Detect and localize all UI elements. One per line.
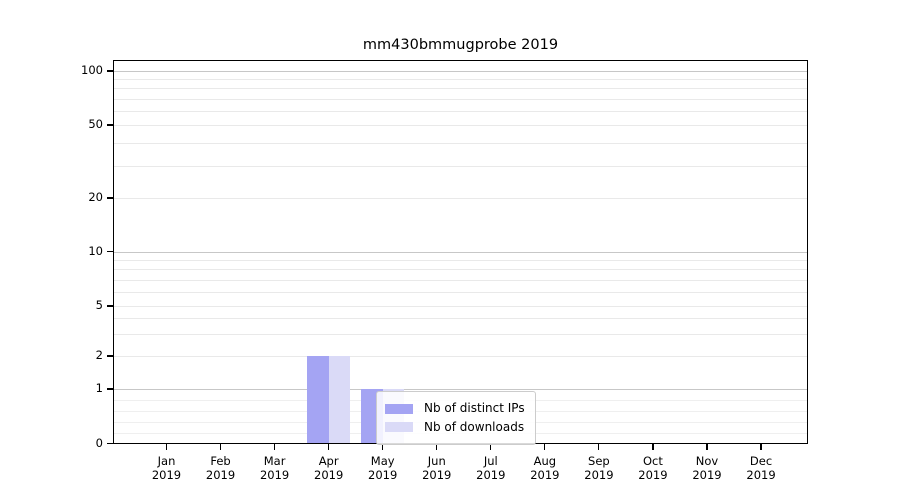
x-tick-year: 2019 xyxy=(205,467,236,482)
x-tick-label: Jul 2019 xyxy=(463,454,519,482)
bars-layer xyxy=(113,60,808,444)
y-tick-mark xyxy=(107,250,113,253)
x-tick-mark xyxy=(328,443,330,450)
y-tick-label: 100 xyxy=(81,63,103,77)
x-tick-label: May 2019 xyxy=(355,454,411,482)
y-tick-label: 5 xyxy=(95,298,103,312)
x-tick-month: Feb xyxy=(210,453,231,468)
legend-color-swatch xyxy=(385,403,413,414)
x-tick-month: Dec xyxy=(749,453,773,468)
x-tick-mark xyxy=(219,443,222,450)
x-tick-month: Nov xyxy=(695,453,719,468)
y-tick-label: 2 xyxy=(95,348,103,362)
legend: Nb of distinct IPs Nb of downloads xyxy=(376,391,536,446)
x-tick-label: Mar 2019 xyxy=(247,454,303,482)
x-tick-year: 2019 xyxy=(692,467,722,482)
y-tick-mark xyxy=(107,355,113,357)
x-tick-label: Aug 2019 xyxy=(517,454,573,482)
gridline-major xyxy=(113,389,808,390)
legend-color-swatch xyxy=(385,422,413,433)
y-tick-label: 10 xyxy=(88,243,103,258)
x-tick-label: Sep 2019 xyxy=(571,454,627,482)
x-tick-label: Oct 2019 xyxy=(625,454,681,482)
y-tick-label: 0 xyxy=(95,435,103,450)
x-tick-year: 2019 xyxy=(584,467,614,482)
x-tick-year: 2019 xyxy=(314,467,344,482)
plot-area xyxy=(113,60,808,444)
x-tick-year: 2019 xyxy=(530,467,560,482)
x-tick-mark xyxy=(165,443,168,450)
y-tick-mark xyxy=(107,305,113,307)
y-tick-mark xyxy=(107,388,113,390)
bar-downloads xyxy=(328,356,351,444)
gridline-minor xyxy=(113,318,808,320)
legend-label: Nb of downloads xyxy=(424,419,525,434)
x-tick-month: Jul xyxy=(483,453,498,468)
x-tick-mark xyxy=(760,443,762,450)
y-tick-mark xyxy=(107,124,113,126)
x-tick-year: 2019 xyxy=(746,467,776,482)
x-tick-month: Aug xyxy=(533,453,557,468)
gridline-minor xyxy=(113,98,808,100)
gridline-minor xyxy=(113,142,808,144)
y-tick-label: 1 xyxy=(95,381,103,395)
gridline-minor xyxy=(113,291,808,293)
y-tick-mark xyxy=(107,70,113,72)
x-tick-label: Dec 2019 xyxy=(733,454,789,482)
x-tick-month: May xyxy=(370,453,395,468)
x-tick-year: 2019 xyxy=(368,467,398,482)
y-tick-label: 20 xyxy=(88,190,103,204)
x-tick-mark xyxy=(706,443,708,450)
x-tick-mark xyxy=(544,443,546,450)
bar-distinct-ips xyxy=(307,356,329,444)
x-tick-label: Jun 2019 xyxy=(409,454,465,482)
y-tick-mark xyxy=(107,197,113,199)
x-tick-mark xyxy=(598,443,600,450)
x-tick-label: Feb 2019 xyxy=(193,454,249,482)
x-tick-mark xyxy=(490,443,492,450)
gridline-minor xyxy=(113,259,808,261)
gridline-major xyxy=(113,251,808,253)
legend-item: Nb of downloads xyxy=(385,420,525,436)
gridline-minor xyxy=(113,125,808,126)
x-tick-month: Oct xyxy=(642,453,663,468)
gridline-minor xyxy=(113,110,808,112)
gridline-minor xyxy=(113,306,808,307)
gridline-minor xyxy=(113,269,808,271)
x-tick-label: Nov 2019 xyxy=(679,454,735,482)
x-tick-mark xyxy=(382,443,384,450)
x-tick-month: Jun xyxy=(427,453,446,468)
x-tick-month: Jan xyxy=(157,453,176,468)
gridline-minor xyxy=(113,198,808,199)
x-tick-mark xyxy=(652,443,654,450)
gridline-minor xyxy=(113,356,808,357)
legend-label: Nb of distinct IPs xyxy=(424,401,525,415)
gridline-minor xyxy=(113,333,808,335)
y-tick-mark xyxy=(107,442,113,445)
gridline-minor xyxy=(113,165,808,167)
x-tick-month: Mar xyxy=(263,453,286,468)
x-tick-year: 2019 xyxy=(476,467,506,482)
gridline-minor xyxy=(113,88,808,90)
gridline-minor xyxy=(113,79,808,81)
chart-title: mm430bmmugprobe 2019 xyxy=(362,37,559,53)
x-tick-month: Apr xyxy=(318,453,339,468)
x-tick-month: Sep xyxy=(588,453,610,468)
legend-item: Nb of distinct IPs xyxy=(385,401,525,417)
gridline-minor xyxy=(113,279,808,281)
x-tick-label: Jan 2019 xyxy=(139,454,195,482)
x-tick-mark xyxy=(436,443,438,450)
x-tick-year: 2019 xyxy=(638,467,668,482)
x-tick-year: 2019 xyxy=(151,467,182,482)
y-tick-label: 50 xyxy=(88,117,103,131)
x-tick-year: 2019 xyxy=(422,467,452,482)
x-tick-year: 2019 xyxy=(259,467,290,482)
x-tick-mark xyxy=(274,443,276,450)
x-tick-label: Apr 2019 xyxy=(301,454,357,482)
gridline-major xyxy=(113,71,808,72)
